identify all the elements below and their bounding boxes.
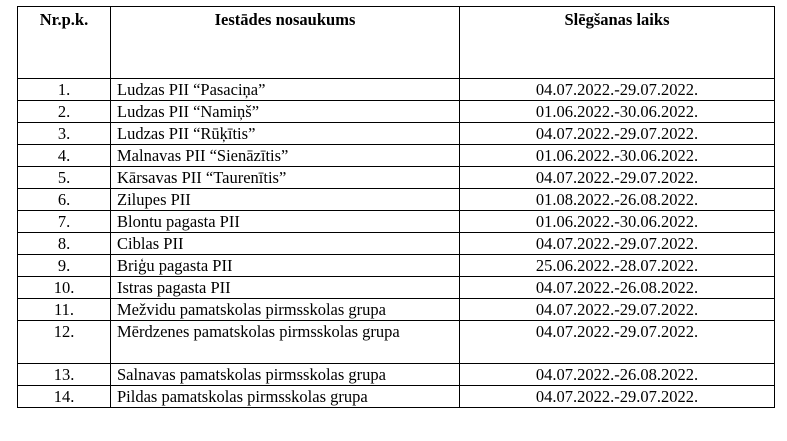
table-row: 12. Mērdzenes pamatskolas pirmsskolas gr… xyxy=(17,320,775,364)
header-institution-name: Iestādes nosaukums xyxy=(110,6,460,79)
closing-period: 04.07.2022.-29.07.2022. xyxy=(459,298,775,321)
closing-period: 04.07.2022.-26.08.2022. xyxy=(459,276,775,299)
closing-period: 04.07.2022.-29.07.2022. xyxy=(459,232,775,255)
header-number: Nr.p.k. xyxy=(17,6,111,79)
institution-name: Ludzas PII “Pasaciņa” xyxy=(110,78,460,101)
table-row: 7. Blontu pagasta PII 01.06.2022.-30.06.… xyxy=(17,210,775,233)
institution-name: Salnavas pamatskolas pirmsskolas grupa xyxy=(110,363,460,386)
table-row: 2. Ludzas PII “Namiņš” 01.06.2022.-30.06… xyxy=(17,100,775,123)
closing-period: 04.07.2022.-26.08.2022. xyxy=(459,363,775,386)
row-number: 4. xyxy=(17,144,111,167)
closing-period: 04.07.2022.-29.07.2022. xyxy=(459,166,775,189)
table-row: 14. Pildas pamatskolas pirmsskolas grupa… xyxy=(17,385,775,408)
institution-name: Malnavas PII “Sienāzītis” xyxy=(110,144,460,167)
header-closing-time: Slēgšanas laiks xyxy=(459,6,775,79)
row-number: 6. xyxy=(17,188,111,211)
institution-name: Ciblas PII xyxy=(110,232,460,255)
row-number: 2. xyxy=(17,100,111,123)
closing-period: 01.08.2022.-26.08.2022. xyxy=(459,188,775,211)
institution-name: Ludzas PII “Rūķītis” xyxy=(110,122,460,145)
table-row: 5. Kārsavas PII “Taurenītis” 04.07.2022.… xyxy=(17,166,775,189)
closures-table: Nr.p.k. Iestādes nosaukums Slēgšanas lai… xyxy=(17,6,775,408)
closing-period: 01.06.2022.-30.06.2022. xyxy=(459,210,775,233)
row-number: 1. xyxy=(17,78,111,101)
institution-name: Kārsavas PII “Taurenītis” xyxy=(110,166,460,189)
table-row: 10. Istras pagasta PII 04.07.2022.-26.08… xyxy=(17,276,775,299)
table-row: 11. Mežvidu pamatskolas pirmsskolas grup… xyxy=(17,298,775,321)
table-row: 8. Ciblas PII 04.07.2022.-29.07.2022. xyxy=(17,232,775,255)
institution-name: Pildas pamatskolas pirmsskolas grupa xyxy=(110,385,460,408)
row-number: 10. xyxy=(17,276,111,299)
institution-name: Mērdzenes pamatskolas pirmsskolas grupa xyxy=(110,320,460,364)
institution-name: Briģu pagasta PII xyxy=(110,254,460,277)
row-number: 12. xyxy=(17,320,111,364)
row-number: 5. xyxy=(17,166,111,189)
closing-period: 25.06.2022.-28.07.2022. xyxy=(459,254,775,277)
row-number: 14. xyxy=(17,385,111,408)
row-number: 7. xyxy=(17,210,111,233)
table-header-row: Nr.p.k. Iestādes nosaukums Slēgšanas lai… xyxy=(17,6,775,79)
institution-name: Blontu pagasta PII xyxy=(110,210,460,233)
closing-period: 04.07.2022.-29.07.2022. xyxy=(459,78,775,101)
row-number: 3. xyxy=(17,122,111,145)
closing-period: 04.07.2022.-29.07.2022. xyxy=(459,385,775,408)
closing-period: 04.07.2022.-29.07.2022. xyxy=(459,122,775,145)
closing-period: 01.06.2022.-30.06.2022. xyxy=(459,144,775,167)
row-number: 8. xyxy=(17,232,111,255)
institution-name: Zilupes PII xyxy=(110,188,460,211)
table-row: 1. Ludzas PII “Pasaciņa” 04.07.2022.-29.… xyxy=(17,78,775,101)
table-row: 3. Ludzas PII “Rūķītis” 04.07.2022.-29.0… xyxy=(17,122,775,145)
closing-period: 04.07.2022.-29.07.2022. xyxy=(459,320,775,364)
closing-period: 01.06.2022.-30.06.2022. xyxy=(459,100,775,123)
table-row: 4. Malnavas PII “Sienāzītis” 01.06.2022.… xyxy=(17,144,775,167)
table-row: 9. Briģu pagasta PII 25.06.2022.-28.07.2… xyxy=(17,254,775,277)
table-row: 13. Salnavas pamatskolas pirmsskolas gru… xyxy=(17,363,775,386)
institution-name: Ludzas PII “Namiņš” xyxy=(110,100,460,123)
row-number: 9. xyxy=(17,254,111,277)
table-row: 6. Zilupes PII 01.08.2022.-26.08.2022. xyxy=(17,188,775,211)
row-number: 13. xyxy=(17,363,111,386)
institution-name: Mežvidu pamatskolas pirmsskolas grupa xyxy=(110,298,460,321)
institution-name: Istras pagasta PII xyxy=(110,276,460,299)
row-number: 11. xyxy=(17,298,111,321)
